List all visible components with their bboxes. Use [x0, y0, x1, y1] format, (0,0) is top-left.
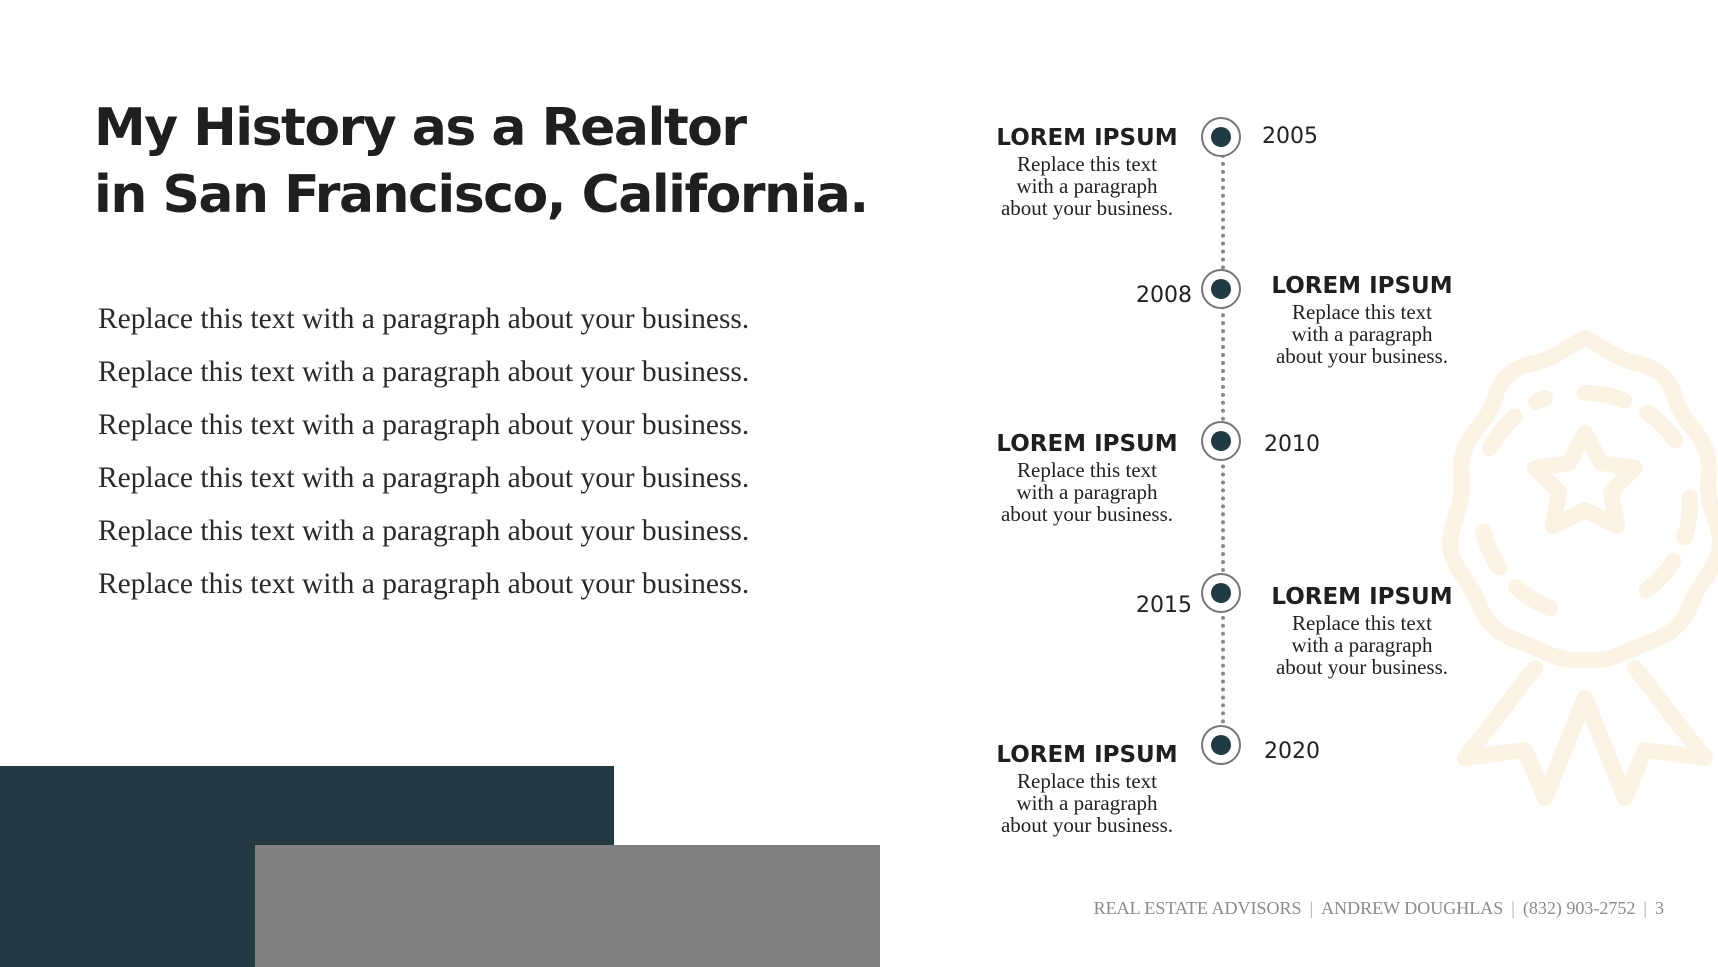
- timeline-heading: LOREM IPSUM: [1271, 273, 1453, 299]
- footer-phone: (832) 903-2752: [1522, 898, 1636, 918]
- timeline-entry: LOREM IPSUM Replace this text with a par…: [1242, 273, 1482, 367]
- footer-separator: |: [1511, 898, 1515, 918]
- timeline-text-line: about your business.: [1000, 813, 1174, 837]
- timeline-text: Replace this text with a paragraph about…: [967, 770, 1207, 836]
- timeline-node: [1201, 421, 1241, 461]
- timeline-text-line: with a paragraph: [1016, 791, 1158, 815]
- paragraph: Replace this text with a paragraph about…: [98, 462, 750, 494]
- title-line-1: My History as a Realtor: [94, 98, 747, 158]
- timeline-heading: LOREM IPSUM: [996, 431, 1178, 457]
- timeline-text-line: with a paragraph: [1016, 480, 1158, 504]
- timeline-text-line: with a paragraph: [1291, 322, 1433, 346]
- timeline-year: 2010: [1264, 432, 1320, 457]
- timeline-year: 2005: [1262, 124, 1318, 149]
- timeline-heading: LOREM IPSUM: [1271, 584, 1453, 610]
- timeline-entry: LOREM IPSUM Replace this text with a par…: [967, 742, 1207, 836]
- award-ribbon-icon: [1442, 330, 1718, 806]
- timeline-year: 2008: [1136, 283, 1192, 308]
- footer-separator: |: [1643, 898, 1647, 918]
- timeline-heading: LOREM IPSUM: [996, 125, 1178, 151]
- timeline-dot: [1211, 735, 1231, 755]
- slide-title: My History as a Realtor in San Francisco…: [94, 95, 869, 229]
- timeline-text-line: about your business.: [1000, 502, 1174, 526]
- timeline-dot: [1211, 127, 1231, 147]
- timeline-text-line: Replace this text: [1017, 458, 1157, 482]
- timeline-dot: [1211, 279, 1231, 299]
- timeline-text: Replace this text with a paragraph about…: [967, 153, 1207, 219]
- timeline-text-line: with a paragraph: [1291, 633, 1433, 657]
- timeline-entry: LOREM IPSUM Replace this text with a par…: [967, 125, 1207, 219]
- timeline-text-line: Replace this text: [1017, 769, 1157, 793]
- timeline-node: [1201, 725, 1241, 765]
- footer-separator: |: [1309, 898, 1314, 918]
- footer-name: ANDREW DOUGHLAS: [1321, 898, 1504, 918]
- timeline-entry: LOREM IPSUM Replace this text with a par…: [967, 431, 1207, 525]
- timeline-entry: LOREM IPSUM Replace this text with a par…: [1242, 584, 1482, 678]
- page-number: 3: [1655, 898, 1664, 918]
- footer-company: REAL ESTATE ADVISORS: [1093, 898, 1302, 918]
- timeline-dot: [1211, 431, 1231, 451]
- timeline-node: [1201, 269, 1241, 309]
- timeline-year: 2020: [1264, 739, 1320, 764]
- timeline-text-line: Replace this text: [1292, 611, 1432, 635]
- timeline-text: Replace this text with a paragraph about…: [967, 459, 1207, 525]
- timeline-text-line: with a paragraph: [1016, 174, 1158, 198]
- timeline-text-line: Replace this text: [1017, 152, 1157, 176]
- paragraph: Replace this text with a paragraph about…: [98, 568, 750, 600]
- title-line-2: in San Francisco, California.: [94, 165, 869, 225]
- timeline-text-line: Replace this text: [1292, 300, 1432, 324]
- decorative-gray-block: [255, 845, 880, 967]
- timeline-text-line: about your business.: [1275, 655, 1449, 679]
- paragraph: Replace this text with a paragraph about…: [98, 409, 750, 441]
- paragraph-list: Replace this text with a paragraph about…: [98, 293, 749, 611]
- timeline-text-line: about your business.: [1000, 196, 1174, 220]
- timeline-heading: LOREM IPSUM: [996, 742, 1178, 768]
- timeline-dot: [1211, 583, 1231, 603]
- paragraph: Replace this text with a paragraph about…: [98, 356, 750, 388]
- timeline-node: [1201, 117, 1241, 157]
- timeline-text-line: about your business.: [1275, 344, 1449, 368]
- timeline-text: Replace this text with a paragraph about…: [1242, 612, 1482, 678]
- paragraph: Replace this text with a paragraph about…: [98, 303, 750, 335]
- paragraph: Replace this text with a paragraph about…: [98, 515, 750, 547]
- slide-footer: REAL ESTATE ADVISORS | ANDREW DOUGHLAS | (83…: [1094, 898, 1664, 919]
- timeline-text: Replace this text with a paragraph about…: [1242, 301, 1482, 367]
- timeline-node: [1201, 573, 1241, 613]
- timeline-year: 2015: [1136, 593, 1192, 618]
